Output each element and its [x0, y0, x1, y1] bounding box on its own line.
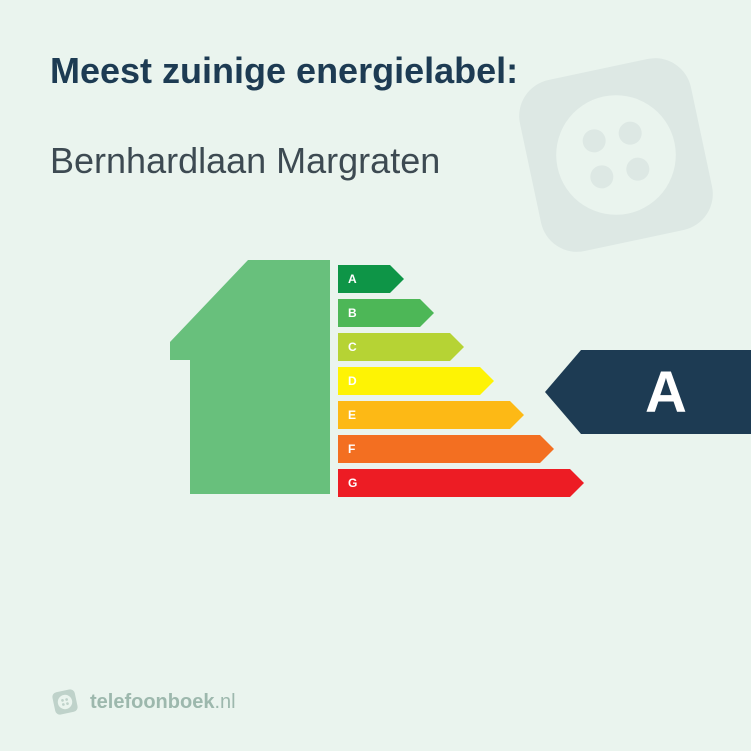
energy-bar-arrow-icon	[480, 367, 494, 395]
result-letter: A	[581, 350, 751, 434]
energy-bar-arrow-icon	[420, 299, 434, 327]
house-shape-icon	[170, 242, 330, 502]
footer-brand-tld: .nl	[214, 691, 235, 713]
footer-logo-icon	[50, 687, 80, 717]
energy-bar-arrow-icon	[450, 333, 464, 361]
energy-bar-label: E	[338, 401, 510, 429]
energy-bar-arrow-icon	[390, 265, 404, 293]
energy-bar-arrow-icon	[510, 401, 524, 429]
footer-brand-name: telefoonboek	[90, 691, 214, 713]
energy-bar: B	[338, 296, 584, 330]
energy-bar: A	[338, 262, 584, 296]
footer-brand: telefoonboek.nl	[90, 691, 236, 714]
energy-bar: F	[338, 432, 584, 466]
energy-bar-label: C	[338, 333, 450, 361]
energy-bar-label: F	[338, 435, 540, 463]
energy-bar: G	[338, 466, 584, 500]
energy-bar-label: G	[338, 469, 570, 497]
result-arrow-icon	[545, 350, 581, 434]
watermark-icon	[501, 40, 731, 270]
energy-bar-arrow-icon	[540, 435, 554, 463]
energy-bar-label: A	[338, 265, 390, 293]
result-badge: A	[545, 350, 751, 434]
energy-label-card: Meest zuinige energielabel: Bernhardlaan…	[0, 0, 751, 751]
energy-bar-label: B	[338, 299, 420, 327]
energy-bar-arrow-icon	[570, 469, 584, 497]
energy-bar-label: D	[338, 367, 480, 395]
footer: telefoonboek.nl	[50, 687, 236, 717]
